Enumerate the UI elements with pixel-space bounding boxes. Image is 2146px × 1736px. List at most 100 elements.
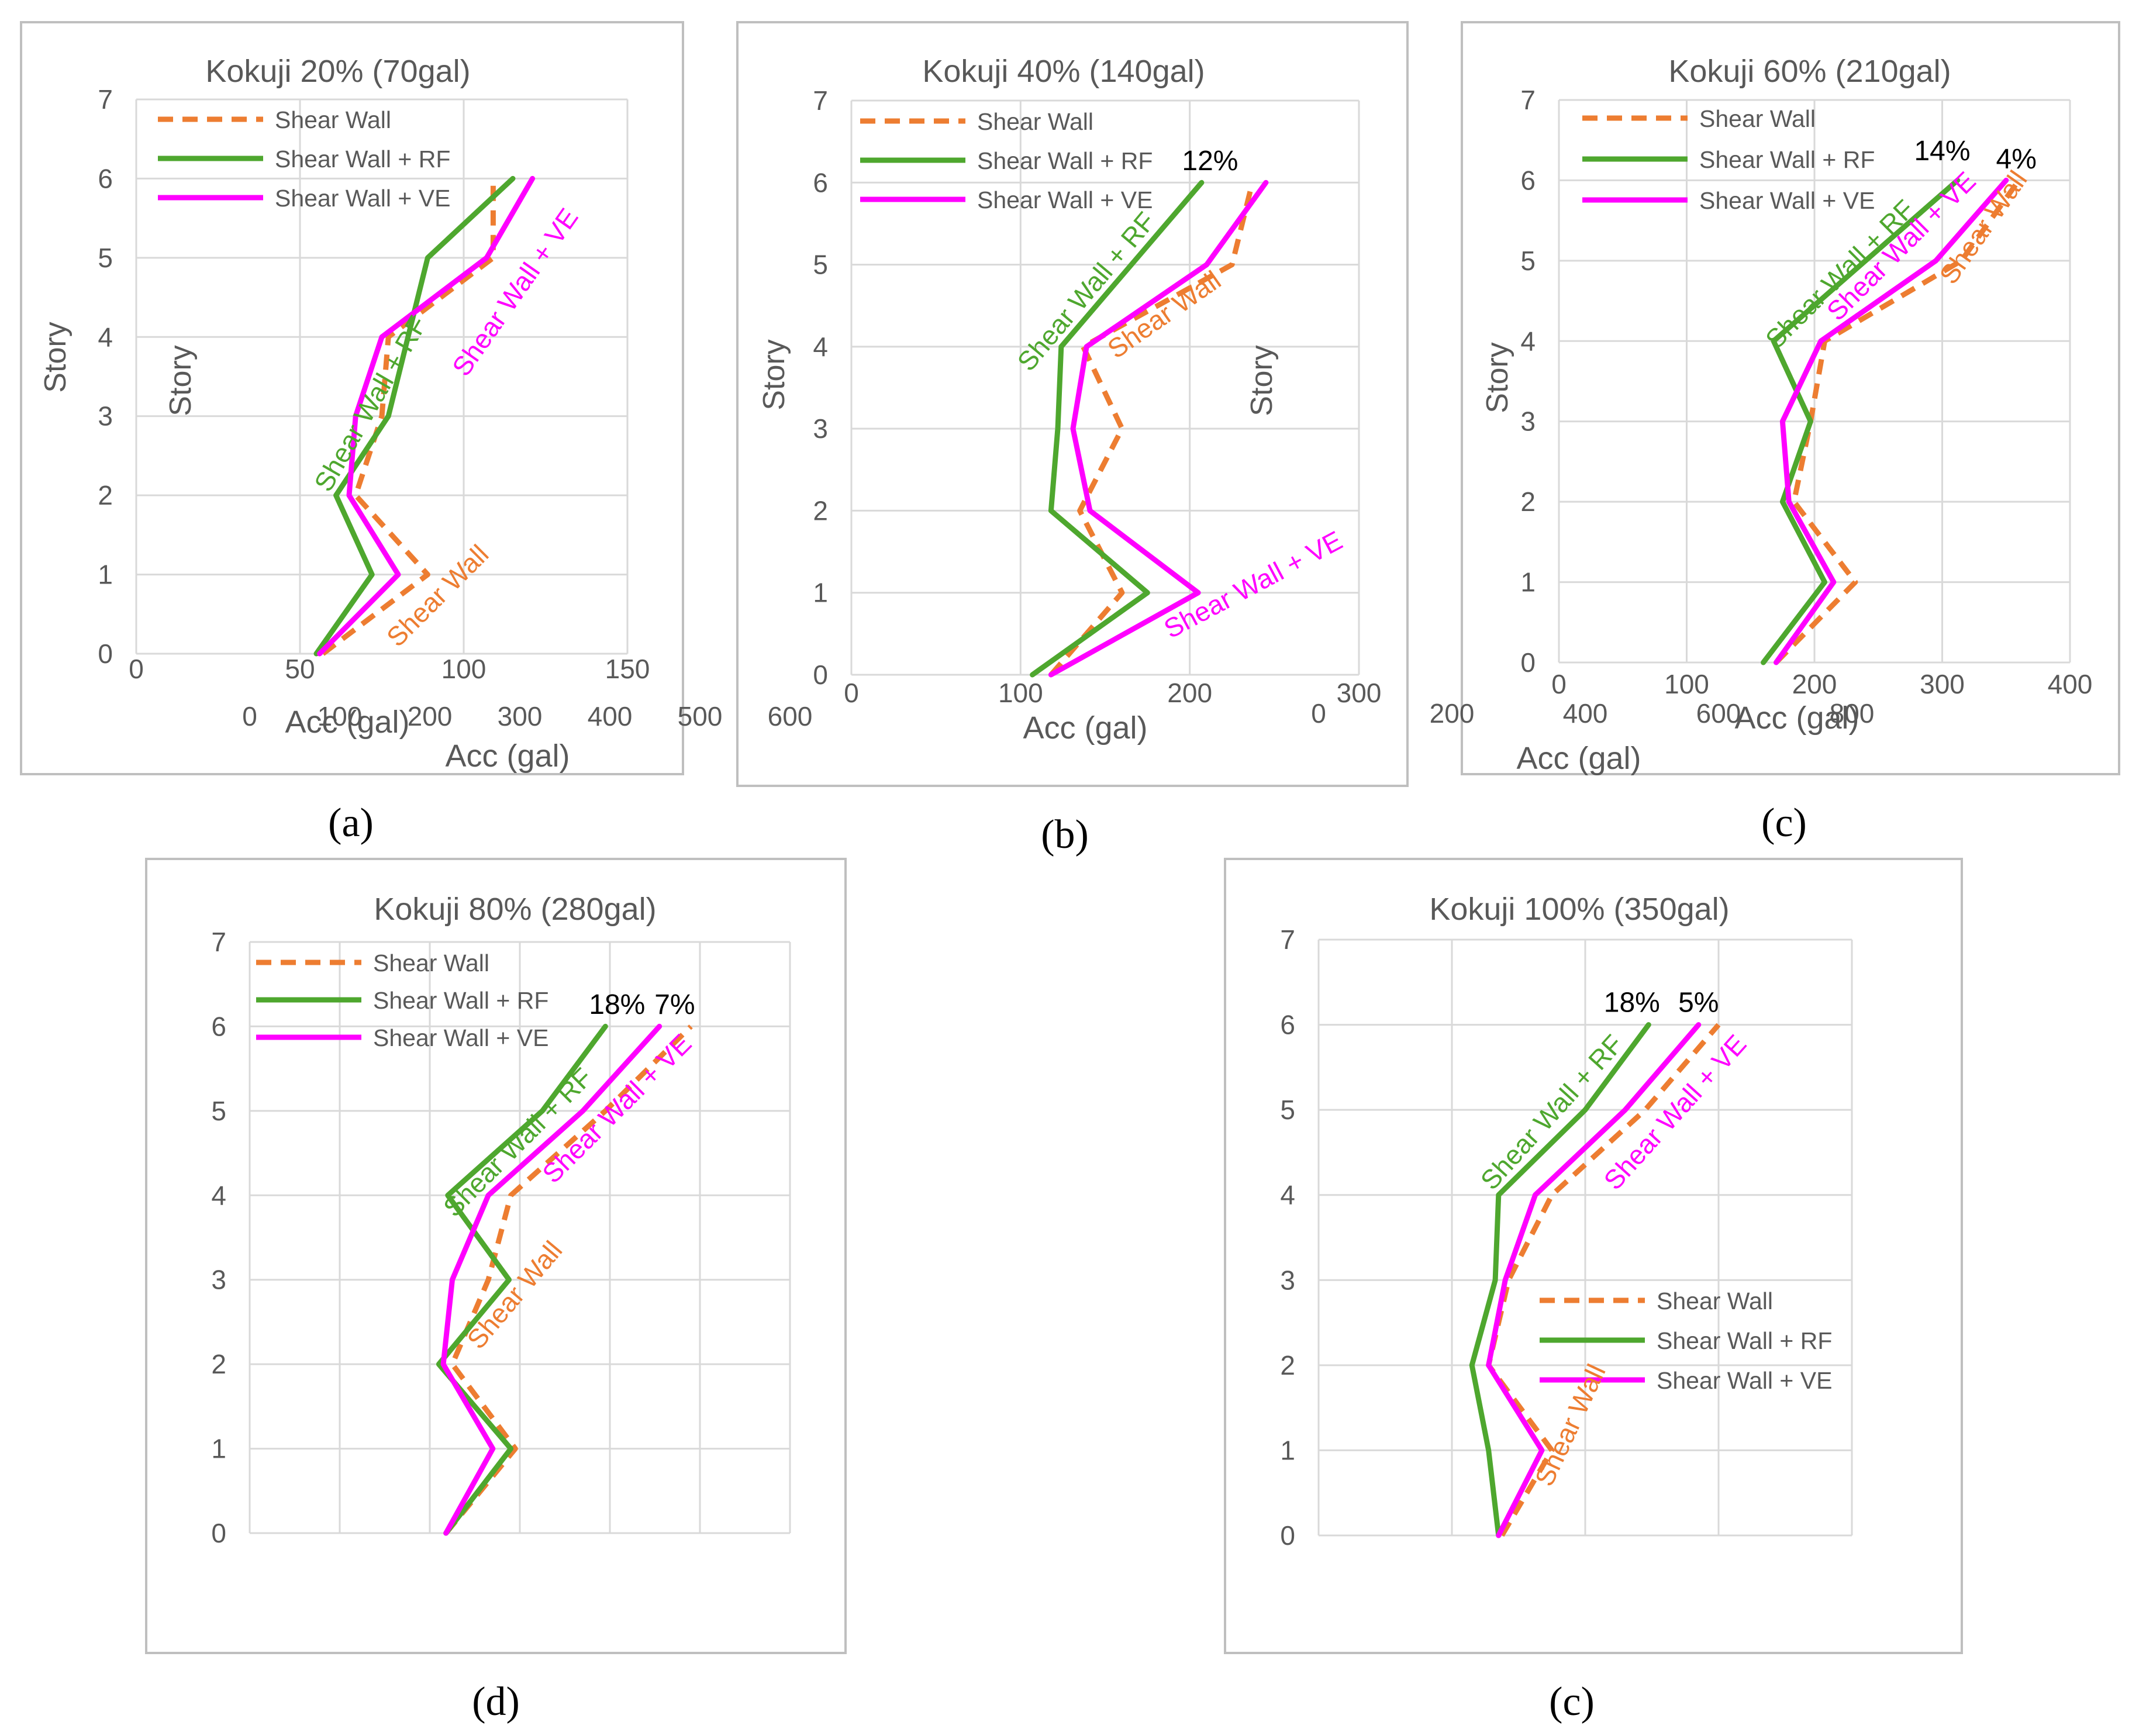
y-tick-label: 7 bbox=[1280, 924, 1295, 955]
y-tick-label: 5 bbox=[211, 1096, 226, 1126]
y-tick-label: 3 bbox=[98, 401, 113, 432]
legend-label: Shear Wall + RF bbox=[1699, 146, 1875, 173]
y-tick-label: 3 bbox=[813, 413, 828, 444]
x-tick-label: 200 bbox=[1167, 678, 1212, 708]
legend-label: Shear Wall + VE bbox=[977, 187, 1153, 213]
x-axis-label: Acc (gal) bbox=[1023, 710, 1147, 746]
y-tick-label: 1 bbox=[1280, 1435, 1295, 1465]
chart-panel-d: Kokuji 80% (280gal) 0 1 2 3 4 5 6 7 0 100 200 300 400… bbox=[145, 345, 847, 1736]
percent-annotation: 4% bbox=[1996, 144, 2037, 175]
legend-label: Shear Wall bbox=[373, 950, 489, 976]
x-tick-label: 400 bbox=[2048, 669, 2093, 699]
chart-frame bbox=[20, 21, 684, 775]
y-tick-label: 0 bbox=[813, 660, 828, 690]
x-tick-label: 600 bbox=[1696, 698, 1741, 729]
y-tick-label: 7 bbox=[813, 85, 828, 116]
y-tick-label: 5 bbox=[813, 250, 828, 280]
y-tick-label: 4 bbox=[211, 1180, 226, 1210]
legend-label: Shear Wall + VE bbox=[373, 1024, 548, 1051]
y-tick-label: 2 bbox=[813, 495, 828, 526]
x-tick-label: 0 bbox=[1311, 698, 1326, 729]
x-tick-label: 100 bbox=[998, 678, 1043, 708]
x-tick-label: 400 bbox=[1563, 698, 1608, 729]
y-tick-label: 1 bbox=[813, 578, 828, 608]
series-line-shear-wall bbox=[321, 178, 496, 656]
x-tick-label: 100 bbox=[441, 654, 487, 684]
chart-title: Kokuji 20% (70gal) bbox=[205, 54, 470, 89]
legend: Shear Wall Shear Wall + RF Shear Wall + VE bbox=[1582, 105, 1875, 214]
percent-annotation: 14% bbox=[1914, 136, 1970, 167]
y-tick-label: 5 bbox=[98, 243, 113, 273]
y-tick-label: 6 bbox=[98, 163, 113, 194]
gridlines bbox=[1558, 99, 2071, 664]
x-tick-label: 100 bbox=[1664, 669, 1709, 699]
x-tick-label: 300 bbox=[498, 701, 543, 731]
series-line-shear-wall bbox=[444, 1024, 693, 1535]
y-tick-label: 0 bbox=[1520, 647, 1536, 678]
y-tick-label: 4 bbox=[1280, 1180, 1295, 1210]
series-annotation: Shear Wall bbox=[461, 1235, 568, 1354]
chart-panel-c: Kokuji 60% (210gal) 0 1 2 3 4 5 6 7 0 100 200 300 400… bbox=[1461, 21, 2120, 857]
y-tick-label: 2 bbox=[98, 480, 113, 510]
y-tick-label: 7 bbox=[211, 927, 226, 957]
series-line-shear-wall-rf bbox=[1469, 1022, 1651, 1538]
y-tick-label: 5 bbox=[1280, 1095, 1295, 1125]
y-tick-label: 7 bbox=[98, 84, 113, 115]
series-line-shear-wall-rf bbox=[1030, 180, 1205, 678]
y-axis-label: Story bbox=[1245, 345, 1279, 416]
y-tick-label: 2 bbox=[1280, 1350, 1295, 1380]
series-line-shear-wall-rf bbox=[1761, 177, 1961, 665]
series-annotation: Shear Wall bbox=[381, 539, 495, 653]
y-tick-label: 3 bbox=[1280, 1265, 1295, 1295]
gridlines bbox=[135, 98, 629, 655]
line-chart: Kokuji 40% (140gal) 0 1 2 3 4 5 6 7 0 100 200 300 Acc… bbox=[757, 54, 1381, 746]
y-tick-label: 0 bbox=[1280, 1520, 1295, 1551]
y-tick-label: 5 bbox=[1520, 246, 1536, 276]
series-line-shear-wall-ve bbox=[1486, 1022, 1702, 1538]
legend-label: Shear Wall + RF bbox=[275, 146, 450, 172]
legend-label: Shear Wall + VE bbox=[1657, 1367, 1832, 1394]
legend-label: Shear Wall bbox=[977, 108, 1093, 135]
series-line-shear-wall-ve bbox=[317, 175, 536, 657]
gridlines bbox=[850, 99, 1360, 676]
chart-frame bbox=[736, 21, 1409, 787]
y-tick-label: 1 bbox=[211, 1434, 226, 1464]
chart-panel-b: Kokuji 40% (140gal) 0 1 2 3 4 5 6 7 0 100 200 300 Acc… bbox=[736, 21, 1409, 869]
x-tick-label: 50 bbox=[285, 654, 315, 684]
x-tick-label: 200 bbox=[1430, 698, 1475, 729]
series-annotation: Shear Wall + RF bbox=[308, 310, 433, 496]
series-annotation: Shear Wall + VE bbox=[446, 202, 584, 381]
y-tick-label: 4 bbox=[813, 332, 828, 362]
legend: Shear Wall Shear Wall + RF Shear Wall + VE bbox=[256, 950, 548, 1051]
gridlines bbox=[249, 941, 791, 1534]
y-tick-label: 7 bbox=[1520, 85, 1536, 115]
legend-label: Shear Wall bbox=[275, 106, 391, 133]
line-chart: Kokuji 60% (210gal) 0 1 2 3 4 5 6 7 0 100 200 300 400… bbox=[1481, 54, 2093, 736]
legend-label: Shear Wall bbox=[1657, 1288, 1773, 1314]
percent-annotation: 12% bbox=[1182, 146, 1238, 177]
y-tick-label: 0 bbox=[211, 1518, 226, 1548]
series-line-shear-wall bbox=[1048, 182, 1255, 677]
chart-frame bbox=[1224, 858, 1963, 1654]
legend-label: Shear Wall + VE bbox=[275, 185, 450, 212]
chart-panel-a: Kokuji 20% (70gal) 0 1 2 3 4 5 6 7 0 50 100 150 Acc (… bbox=[20, 21, 684, 857]
chart-title: Kokuji 60% (210gal) bbox=[1668, 54, 1951, 89]
figure-caption: (b) bbox=[1041, 812, 1089, 857]
y-axis-label: Story bbox=[757, 339, 791, 410]
legend: Shear Wall Shear Wall + RF Shear Wall + VE bbox=[158, 106, 450, 212]
figure-caption: (a) bbox=[328, 800, 374, 845]
legend: Shear Wall Shear Wall + RF Shear Wall + VE bbox=[1540, 1288, 1832, 1394]
x-axis-label: Acc (gal) bbox=[1516, 741, 1641, 776]
y-tick-label: 6 bbox=[813, 167, 828, 198]
chart-title: Kokuji 100% (350gal) bbox=[1429, 892, 1729, 927]
chart-title: Kokuji 40% (140gal) bbox=[922, 54, 1205, 89]
series-line-shear-wall-ve bbox=[1774, 177, 2009, 665]
series-line-shear-wall bbox=[1486, 1023, 1721, 1537]
y-tick-label: 3 bbox=[211, 1265, 226, 1295]
series-line-shear-wall-rf bbox=[313, 175, 516, 657]
y-tick-label: 3 bbox=[1520, 406, 1536, 437]
x-tick-label: 400 bbox=[588, 701, 633, 731]
series-line-shear-wall-rf bbox=[436, 1023, 608, 1536]
series-line-shear-wall-ve bbox=[440, 1023, 663, 1536]
y-tick-label: 4 bbox=[1520, 326, 1536, 356]
